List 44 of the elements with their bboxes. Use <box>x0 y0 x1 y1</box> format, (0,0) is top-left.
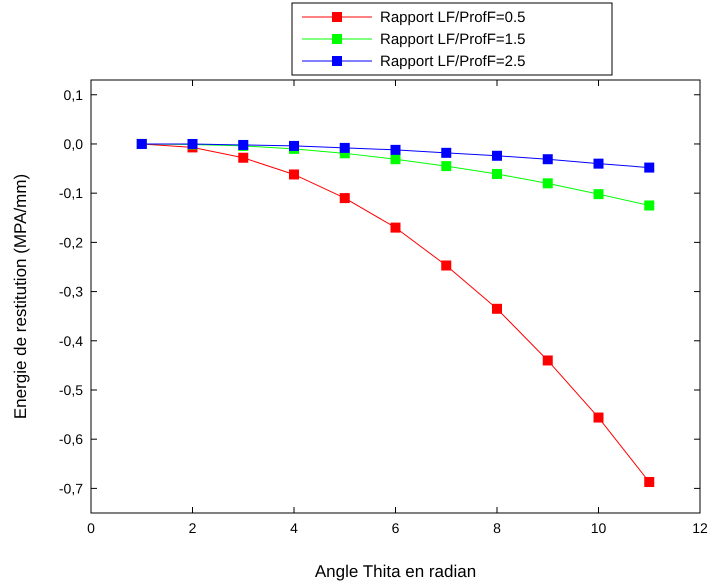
y-tick-label: 0,1 <box>64 86 84 103</box>
point <box>594 189 604 200</box>
x-tick-label: 6 <box>392 520 400 536</box>
point <box>441 148 452 158</box>
y-tick-label: -0,6 <box>58 431 84 448</box>
point <box>542 355 553 366</box>
point <box>441 260 452 270</box>
point <box>594 158 604 169</box>
y-tick-label: -0,4 <box>58 332 84 349</box>
x-axis-title: Angle Thita en radian <box>314 562 476 581</box>
point <box>644 200 654 210</box>
point <box>390 144 400 155</box>
y-tick-label: 0,0 <box>64 136 84 152</box>
point <box>340 193 350 204</box>
x-tick-label: 12 <box>692 520 708 536</box>
legend-label: Rapport LF/ProfF=2.5 <box>380 53 526 70</box>
point <box>492 168 502 179</box>
point <box>390 154 400 164</box>
y-axis-title: Energie de restitution (MPA/mm) <box>11 174 30 420</box>
point <box>289 169 299 180</box>
legend-label: Rapport LF/ProfF=1.5 <box>380 31 526 48</box>
x-tick-label: 0 <box>87 520 96 536</box>
point <box>594 412 604 423</box>
point <box>390 222 400 233</box>
point <box>644 477 654 487</box>
y-tick-label: -0,2 <box>58 234 84 250</box>
y-tick-label: -0,5 <box>58 382 84 398</box>
y-tick-label: -0,1 <box>58 185 84 202</box>
x-tick-label: 2 <box>188 520 197 536</box>
x-tick-label: 10 <box>590 520 606 536</box>
x-tick-label: 8 <box>493 520 502 536</box>
point <box>492 150 502 161</box>
legend-label: Rapport LF/ProfF=0.5 <box>380 9 526 26</box>
point <box>238 152 248 163</box>
x-tick-label: 4 <box>290 520 298 536</box>
point <box>340 142 350 153</box>
point <box>441 161 452 172</box>
point <box>644 162 654 173</box>
point <box>542 154 553 164</box>
point <box>492 304 502 314</box>
y-tick-label: -0,7 <box>58 480 84 496</box>
y-tick-label: -0,3 <box>58 284 84 300</box>
point <box>542 178 553 188</box>
point <box>289 140 299 151</box>
